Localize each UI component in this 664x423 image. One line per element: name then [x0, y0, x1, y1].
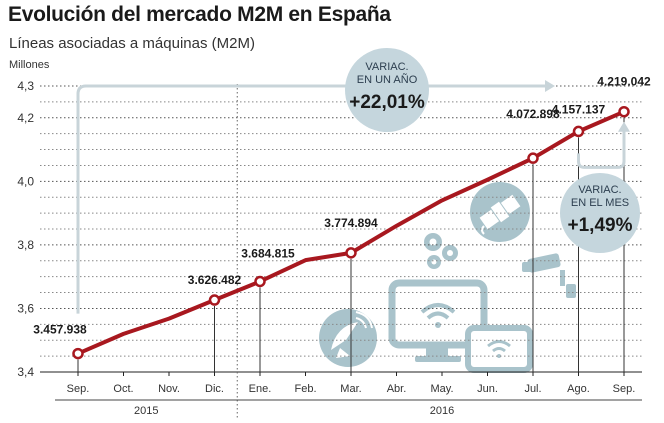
monthly-bubble-line2: EN EL MES [571, 197, 629, 209]
data-label: 4.219.042 [597, 75, 651, 89]
y-tick-label: 4,2 [17, 111, 34, 125]
yearly-bubble-value: +22,01% [349, 92, 425, 113]
data-label: 4.072.898 [506, 107, 560, 121]
data-labels: 3.457.938 3.626.482 3.684.815 3.774.894 4.07… [33, 75, 651, 337]
x-tick-label: Sep. [67, 383, 90, 395]
tablet-wifi-icon [465, 325, 533, 373]
year-label: 2015 [134, 405, 158, 417]
data-label: 4.157.137 [552, 102, 606, 116]
y-tick-label: 4,3 [17, 79, 34, 93]
security-camera-icon [522, 253, 576, 298]
decorative-icons [319, 182, 576, 373]
grid [40, 84, 642, 418]
satellite-icon [470, 182, 530, 242]
x-tick-label: Jul. [524, 383, 541, 395]
data-point [72, 347, 84, 360]
yearly-arrow [76, 84, 545, 314]
x-tick-label: Sep. [613, 383, 636, 395]
x-tick-label: Ago. [567, 383, 590, 395]
data-point [345, 247, 357, 259]
y-axis-unit: Millones [9, 59, 50, 71]
data-point [527, 152, 539, 164]
data-point [208, 294, 221, 306]
monitor-wifi-icon [388, 279, 488, 362]
yearly-arrow-head [545, 80, 555, 92]
gears-icon [424, 233, 458, 269]
data-point [254, 275, 266, 288]
year-label: 2016 [430, 405, 454, 417]
monthly-bubble-line1: VARIAC. [578, 184, 621, 196]
monthly-bubble [560, 173, 640, 253]
x-tick-label: Nov. [158, 383, 180, 395]
data-point [618, 105, 630, 118]
x-tick-label: Abr. [387, 383, 407, 395]
drop-lines [77, 117, 625, 372]
satellite-dish-icon [319, 309, 377, 367]
x-tick-label: Feb. [294, 383, 316, 395]
x-tick-label: Mar. [340, 383, 361, 395]
data-label: 3.774.894 [324, 216, 378, 230]
y-axis: 3,4 3,6 3,8 4,0 4,2 4,3 [17, 79, 34, 379]
yearly-bubble [345, 48, 429, 132]
chart-subtitle: Líneas asociadas a máquinas (M2M) [9, 35, 255, 52]
annotations: VARIAC.EN UN AÑO+22,01%VARIAC.EN EL MES+… [76, 48, 640, 314]
data-point [572, 125, 585, 138]
monthly-arrow-head [618, 121, 630, 132]
yearly-bubble-line1: VARIAC. [365, 61, 408, 73]
y-tick-label: 3,6 [17, 301, 34, 315]
series [72, 105, 630, 360]
y-tick-label: 3,8 [17, 238, 34, 252]
monthly-arrow [577, 129, 626, 169]
y-tick-label: 4,0 [17, 174, 34, 188]
monthly-bubble-value: +1,49% [568, 215, 633, 236]
x-axis: Sep. Oct. Nov. Dic. Ene. Feb. Mar. Abr. May. Jun.… [55, 372, 642, 417]
x-tick-label: Jun. [477, 383, 498, 395]
chart-title: Evolución del mercado M2M en España [8, 3, 391, 26]
x-tick-label: May. [430, 383, 453, 395]
x-tick-label: Ene. [249, 383, 272, 395]
data-label: 3.684.815 [241, 246, 295, 260]
data-label: 3.457.938 [33, 323, 87, 337]
y-tick-label: 3,4 [17, 365, 34, 379]
x-tick-label: Oct. [113, 383, 133, 395]
yearly-bubble-line2: EN UN AÑO [357, 73, 418, 86]
data-label: 3.626.482 [188, 273, 242, 287]
x-tick-label: Dic. [205, 383, 224, 395]
